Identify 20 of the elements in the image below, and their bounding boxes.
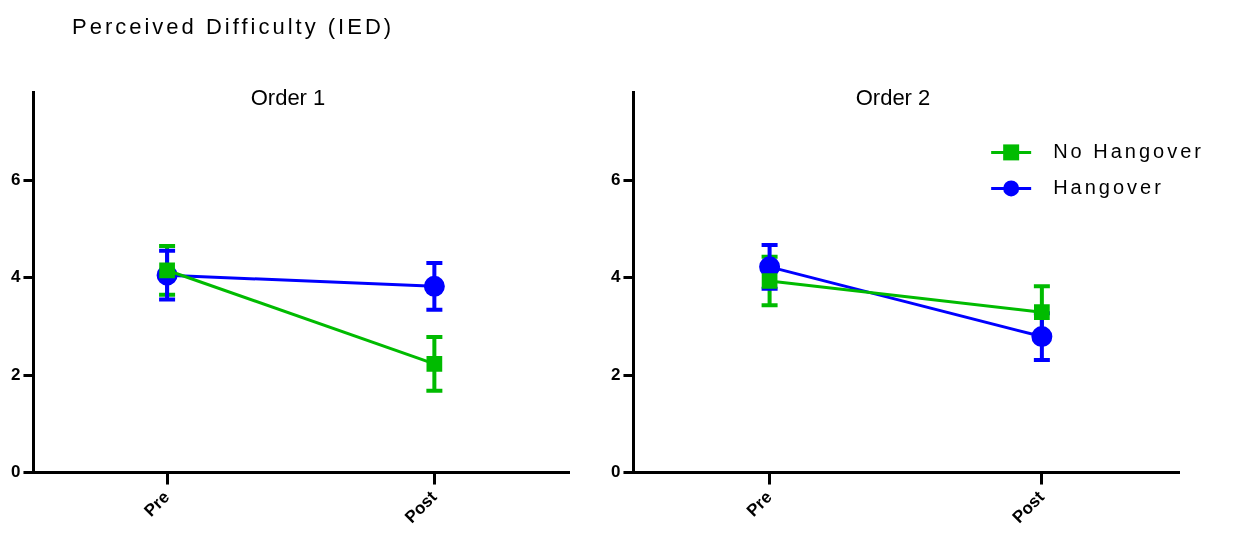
- y-tick-label: 0: [10, 462, 21, 482]
- y-tick-label: 6: [610, 169, 621, 189]
- y-tick-label: 2: [10, 364, 21, 384]
- x-tick-label: Pre: [742, 487, 776, 521]
- point: [1034, 304, 1050, 321]
- y-tick-label: 0: [610, 462, 621, 482]
- x-tick-label: Pre: [140, 487, 174, 521]
- legend-label: No Hangover: [1053, 139, 1204, 162]
- chart-subtitle: Order 1: [250, 85, 326, 111]
- chart-subtitle: Order 2: [855, 85, 931, 111]
- chart-title: Perceived Difficulty (IED): [71, 13, 396, 41]
- y-tick-label: 6: [10, 169, 21, 189]
- point: [426, 355, 443, 372]
- legend-label: Hangover: [1053, 175, 1164, 198]
- point: [761, 273, 778, 289]
- y-tick-label: 4: [10, 267, 21, 287]
- point: [1031, 326, 1053, 348]
- y-tick-label: 2: [610, 364, 621, 384]
- y-tick-label: 4: [610, 267, 621, 287]
- point: [423, 275, 445, 297]
